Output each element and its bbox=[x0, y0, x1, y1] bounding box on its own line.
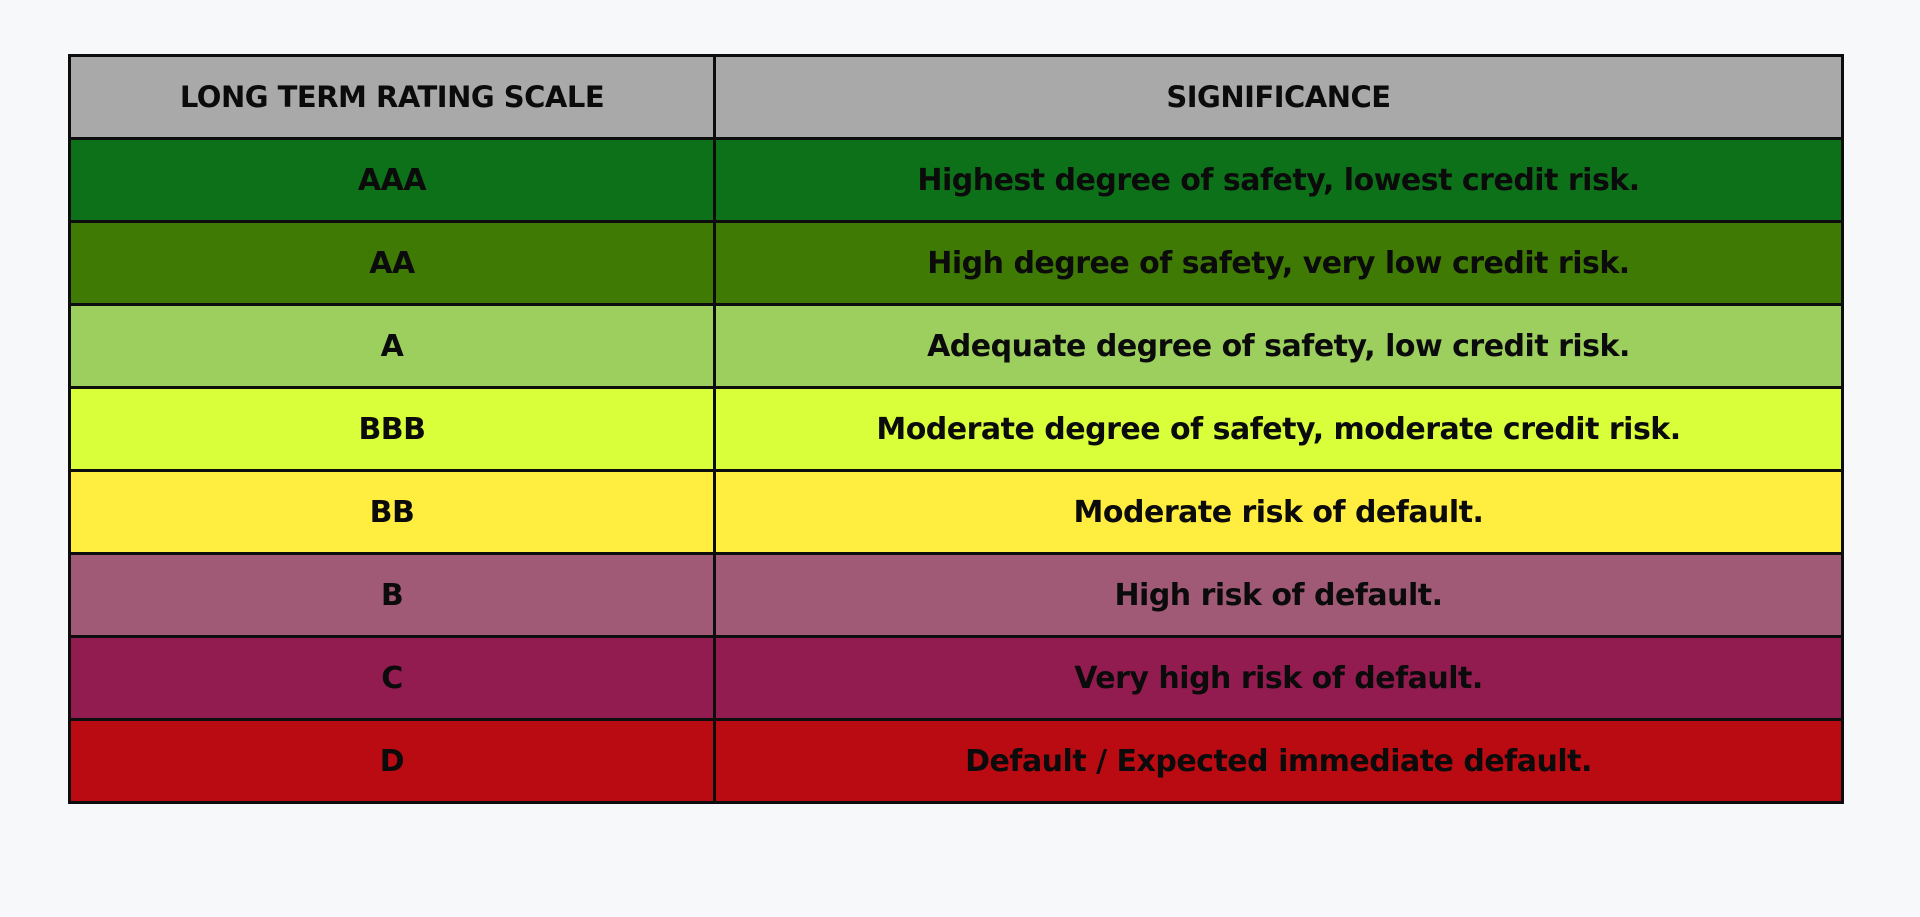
rating-cell: AAA bbox=[68, 137, 716, 223]
table-row: B High risk of default. bbox=[68, 552, 1844, 638]
table-row: D Default / Expected immediate default. bbox=[68, 718, 1844, 804]
significance-cell: Highest degree of safety, lowest credit … bbox=[713, 137, 1844, 223]
significance-cell: Adequate degree of safety, low credit ri… bbox=[713, 303, 1844, 389]
significance-cell: Default / Expected immediate default. bbox=[713, 718, 1844, 804]
rating-scale-table: LONG TERM RATING SCALE SIGNIFICANCE AAA … bbox=[68, 54, 1844, 804]
header-significance: SIGNIFICANCE bbox=[713, 54, 1844, 140]
header-rating-scale: LONG TERM RATING SCALE bbox=[68, 54, 716, 140]
significance-cell: Moderate degree of safety, moderate cred… bbox=[713, 386, 1844, 472]
significance-cell: High degree of safety, very low credit r… bbox=[713, 220, 1844, 306]
rating-cell: B bbox=[68, 552, 716, 638]
rating-cell: BB bbox=[68, 469, 716, 555]
table-header-row: LONG TERM RATING SCALE SIGNIFICANCE bbox=[68, 54, 1844, 140]
table-row: BB Moderate risk of default. bbox=[68, 469, 1844, 555]
rating-cell: A bbox=[68, 303, 716, 389]
rating-cell: D bbox=[68, 718, 716, 804]
significance-cell: Very high risk of default. bbox=[713, 635, 1844, 721]
significance-cell: High risk of default. bbox=[713, 552, 1844, 638]
table-row: AA High degree of safety, very low credi… bbox=[68, 220, 1844, 306]
table-row: BBB Moderate degree of safety, moderate … bbox=[68, 386, 1844, 472]
rating-cell: BBB bbox=[68, 386, 716, 472]
rating-cell: C bbox=[68, 635, 716, 721]
significance-cell: Moderate risk of default. bbox=[713, 469, 1844, 555]
table-row: AAA Highest degree of safety, lowest cre… bbox=[68, 137, 1844, 223]
table-row: C Very high risk of default. bbox=[68, 635, 1844, 721]
rating-cell: AA bbox=[68, 220, 716, 306]
table-row: A Adequate degree of safety, low credit … bbox=[68, 303, 1844, 389]
